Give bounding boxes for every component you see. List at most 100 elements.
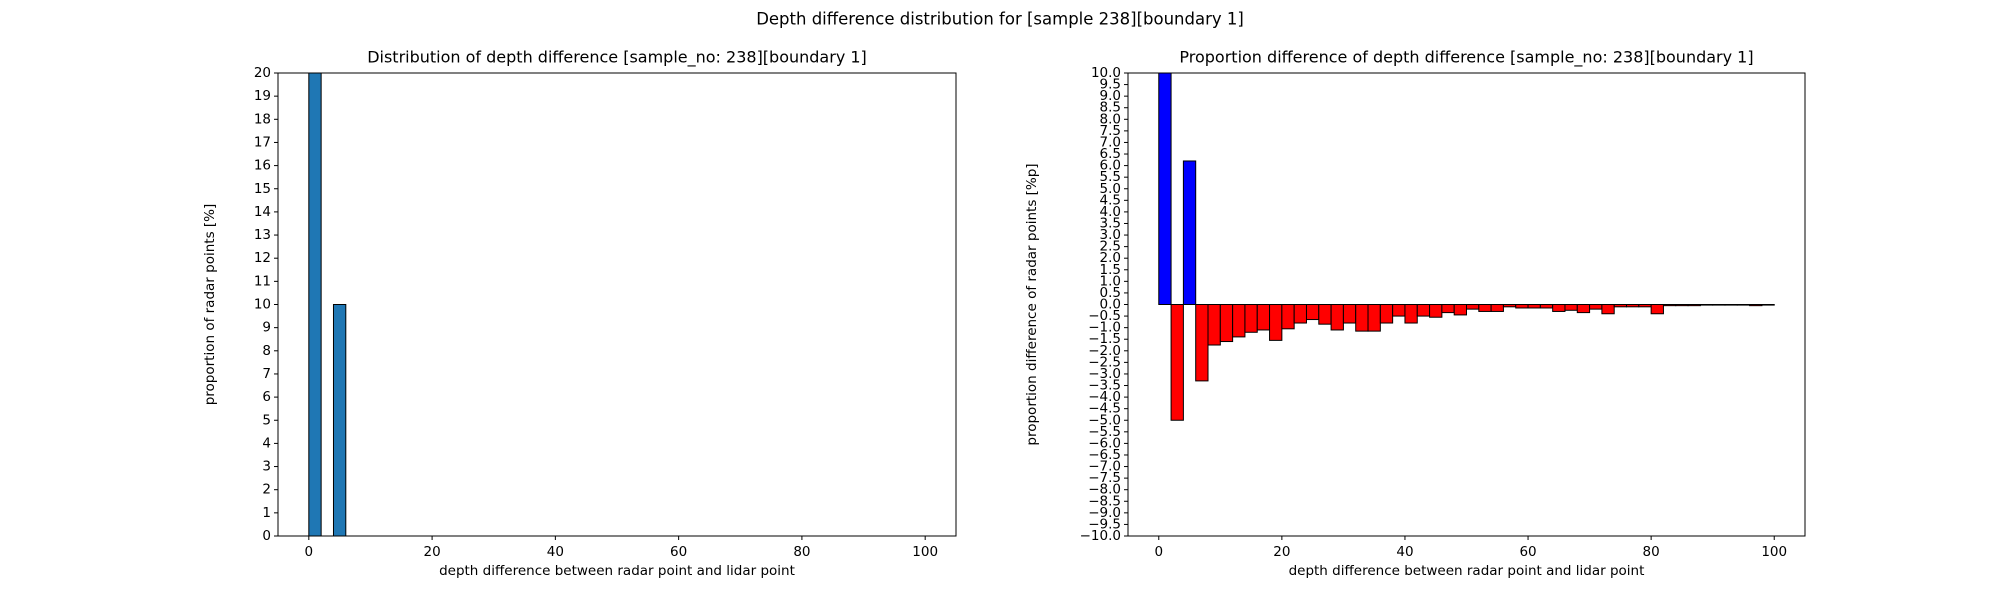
left-x-tick-label: 100 — [912, 544, 938, 560]
right-bar — [1330, 304, 1344, 331]
right-bar — [1724, 304, 1738, 306]
right-bar — [1355, 304, 1369, 332]
right-bar — [1244, 304, 1258, 333]
right-y-tick-label: −7.0 — [1088, 459, 1121, 475]
figure-suptitle: Depth difference distribution for [sampl… — [756, 10, 1244, 29]
right-bar — [1269, 304, 1283, 341]
right-y-tick-label: 7.0 — [1100, 134, 1121, 150]
right-x-axis-label: depth difference between radar point and… — [1289, 563, 1645, 579]
right-bar — [1527, 304, 1541, 309]
right-bar — [1515, 304, 1529, 309]
right-y-tick-label: −3.5 — [1088, 378, 1121, 394]
left-y-tick-label: 18 — [254, 111, 271, 127]
right-bar — [1392, 304, 1406, 317]
left-y-tick-label: 19 — [254, 88, 271, 104]
right-y-tick-label: 0.5 — [1100, 285, 1121, 301]
left-bar — [308, 72, 322, 537]
left-y-tick-label: 17 — [254, 134, 271, 150]
right-bar — [1379, 304, 1394, 324]
right-bar — [1195, 304, 1209, 382]
left-axes: 0 20 40 60 80 1000123456789101112131415161718… — [202, 48, 957, 579]
right-y-tick-label: 3.0 — [1100, 227, 1121, 243]
right-y-tick-label: 8.0 — [1100, 111, 1121, 127]
right-bar — [1441, 304, 1455, 314]
right-x-tick-label: 60 — [1519, 544, 1536, 560]
left-chart-title: Distribution of depth difference [sample… — [367, 48, 867, 68]
right-y-tick-label: 2.5 — [1100, 239, 1121, 255]
left-y-tick-label: 8 — [262, 343, 271, 359]
right-y-axis-label: proportion difference of radar points [%… — [1024, 163, 1040, 445]
right-y-tick-label: 9.0 — [1100, 88, 1121, 104]
left-x-tick-label: 80 — [793, 544, 810, 560]
right-y-tick-label: −10.0 — [1080, 528, 1121, 544]
left-bars — [308, 72, 347, 537]
left-y-tick-label: 10 — [254, 297, 271, 313]
right-bar — [1601, 304, 1615, 315]
left-x-tick-label: 60 — [670, 544, 687, 560]
right-x-tick-label: 40 — [1396, 544, 1413, 560]
left-y-tick-label: 11 — [254, 273, 271, 289]
left-y-tick-label: 5 — [262, 412, 271, 428]
left-y-tick-label: 12 — [254, 250, 271, 266]
right-y-tick-label: 1.5 — [1100, 262, 1121, 278]
right-y-tick-label: −4.5 — [1088, 401, 1121, 417]
left-y-tick-label: 16 — [254, 158, 271, 174]
left-y-tick-label: 0 — [262, 528, 271, 544]
left-y-tick-label: 1 — [262, 505, 271, 521]
left-x-axis-label: depth difference between radar point and… — [439, 563, 795, 579]
left-x-tick-label: 40 — [547, 544, 564, 560]
right-bar — [1662, 304, 1677, 307]
left-y-axis-label: proportion of radar points [%] — [202, 204, 218, 406]
right-y-tick-label: −7.5 — [1088, 470, 1121, 486]
left-bar — [332, 304, 347, 537]
right-y-tick-label: 6.0 — [1100, 158, 1121, 174]
right-bar — [1293, 304, 1307, 324]
right-bar — [1207, 304, 1221, 346]
right-y-tick-label: −9.5 — [1088, 516, 1121, 532]
right-x-tick-label: 20 — [1273, 544, 1290, 560]
right-bar — [1466, 304, 1480, 310]
right-y-tick-label: 4.5 — [1100, 192, 1121, 208]
left-y-tick-label: 13 — [254, 227, 271, 243]
right-x-tick-label: 80 — [1643, 544, 1660, 560]
left-y-tick-label: 7 — [262, 366, 271, 382]
right-y-tick-label: 10.0 — [1091, 65, 1121, 81]
right-bar — [1429, 304, 1443, 318]
right-y-tick-label: 9.5 — [1100, 77, 1121, 93]
right-bar — [1650, 304, 1664, 315]
right-bar — [1589, 304, 1603, 310]
right-y-tick-label: 6.5 — [1100, 146, 1121, 162]
right-bar — [1576, 304, 1591, 314]
left-y-tick-label: 6 — [262, 389, 271, 405]
right-bar — [1552, 304, 1566, 312]
right-bar — [1749, 304, 1763, 307]
left-y-tick-label: 2 — [262, 482, 271, 498]
right-y-tick-label: −4.0 — [1088, 389, 1121, 405]
right-bar — [1182, 160, 1197, 305]
right-bar — [1490, 304, 1504, 312]
right-bars — [1158, 72, 1775, 421]
right-bar — [1539, 304, 1554, 309]
left-y-tick-label: 15 — [254, 181, 271, 197]
right-y-tick-label: 2.0 — [1100, 250, 1121, 266]
right-bar — [1699, 304, 1714, 306]
right-bar — [1712, 304, 1726, 306]
left-y-tick-label: 20 — [254, 65, 271, 81]
right-x-tick-label: 100 — [1761, 544, 1787, 560]
right-bar — [1453, 304, 1468, 316]
right-bar — [1502, 304, 1517, 308]
left-y-tick-label: 3 — [262, 459, 271, 475]
right-bar — [1281, 304, 1295, 330]
right-bar — [1367, 304, 1381, 332]
right-bar — [1170, 304, 1184, 421]
right-y-tick-label: 7.5 — [1100, 123, 1121, 139]
right-y-tick-label: −5.5 — [1088, 424, 1121, 440]
left-y-tick-label: 4 — [262, 435, 271, 451]
right-y-tick-label: 8.5 — [1100, 100, 1121, 116]
right-y-tick-label: 4.0 — [1100, 204, 1121, 220]
right-y-tick-label: 0.0 — [1100, 297, 1121, 313]
right-bar — [1761, 304, 1775, 306]
right-bar — [1305, 304, 1320, 321]
right-y-tick-label: 1.0 — [1100, 273, 1121, 289]
